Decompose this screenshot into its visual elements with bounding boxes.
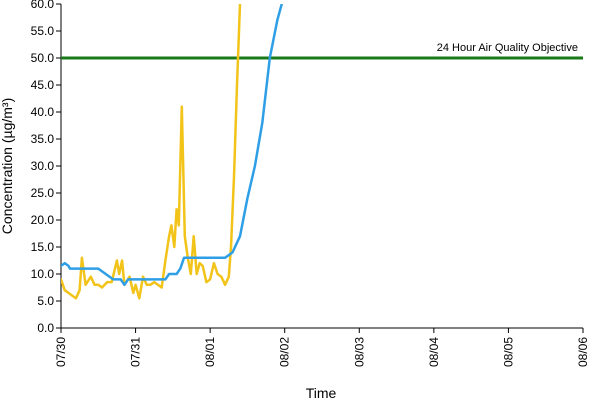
x-axis-title: Time <box>306 385 337 400</box>
reference-line-label: 24 Hour Air Quality Objective <box>437 42 578 54</box>
x-tick-label: 08/05 <box>501 337 515 367</box>
series-line-2 <box>61 4 284 287</box>
y-tick-label: 45.0 <box>31 78 55 92</box>
y-tick-label: 5.0 <box>37 294 54 308</box>
y-axis: 0.0 5.0 10.0 15.0 20.0 25.0 30.0 35.0 40.0 45.0 50… <box>31 0 62 335</box>
x-tick-label: 07/30 <box>54 337 68 367</box>
x-tick-label: 08/03 <box>352 337 366 367</box>
y-tick-label: 55.0 <box>31 24 55 38</box>
y-tick-label: 40.0 <box>31 105 55 119</box>
y-tick-label: 25.0 <box>31 186 55 200</box>
x-tick-label: 08/06 <box>576 337 590 367</box>
y-tick-label: 10.0 <box>31 267 55 281</box>
series-line-1 <box>61 4 242 300</box>
x-tick-label: 07/31 <box>129 337 143 367</box>
x-tick-label: 08/01 <box>203 337 217 367</box>
y-tick-label: 35.0 <box>31 132 55 146</box>
y-tick-label: 30.0 <box>31 159 55 173</box>
x-axis: 07/30 07/31 08/01 08/02 08/03 08/04 08/05 08/06 <box>54 327 590 367</box>
x-tick-label: 08/02 <box>278 337 292 367</box>
y-tick-label: 0.0 <box>37 321 54 335</box>
y-tick-label: 15.0 <box>31 240 55 254</box>
series-group <box>61 4 284 300</box>
reference-line-group: 24 Hour Air Quality Objective <box>61 42 583 60</box>
y-axis-title: Concentration (µg/m³) <box>0 98 15 234</box>
y-tick-label: 50.0 <box>31 51 55 65</box>
y-tick-label: 20.0 <box>31 213 55 227</box>
y-tick-label: 60.0 <box>31 0 55 11</box>
x-tick-label: 08/04 <box>427 337 441 367</box>
